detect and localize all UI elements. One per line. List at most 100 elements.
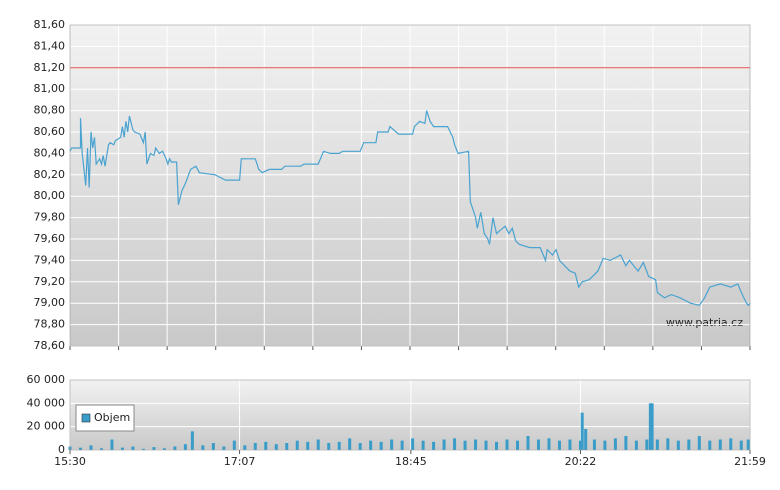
volume-bar xyxy=(120,447,124,450)
volume-bar xyxy=(348,438,352,450)
volume-bar xyxy=(655,439,659,450)
volume-bar xyxy=(729,438,733,450)
y-tick-label: 80,20 xyxy=(34,168,66,181)
volume-bar xyxy=(232,440,236,450)
legend-swatch xyxy=(81,413,91,423)
volume-bar xyxy=(211,443,215,450)
x-tick-label: 15:30 xyxy=(54,455,86,468)
y-tick-label: 79,00 xyxy=(34,296,66,309)
volume-bar xyxy=(89,445,93,450)
volume-bar xyxy=(421,440,425,450)
volume-bar xyxy=(708,440,712,450)
volume-bar xyxy=(243,445,247,450)
volume-bar xyxy=(739,440,743,450)
volume-bar xyxy=(274,444,278,450)
x-tick-label: 17:07 xyxy=(224,455,256,468)
volume-bar xyxy=(547,438,551,450)
volume-bar xyxy=(557,440,561,450)
volume-bar xyxy=(578,440,582,450)
volume-bar xyxy=(190,431,194,450)
volume-bar xyxy=(666,438,670,450)
y-tick-label: 81,40 xyxy=(34,39,66,52)
volume-bar xyxy=(152,447,156,450)
panel-frame xyxy=(69,379,751,451)
volume-bar xyxy=(442,439,446,450)
y-tick-label: 79,80 xyxy=(34,211,66,224)
volume-bar xyxy=(463,440,467,450)
volume-bar xyxy=(141,448,145,450)
volume-bar xyxy=(316,439,320,450)
volume-bar xyxy=(592,439,596,450)
volume-bar xyxy=(390,439,394,450)
x-tick-label: 18:45 xyxy=(395,455,427,468)
volume-bar xyxy=(697,436,701,450)
y-tick-label: 78,80 xyxy=(34,318,66,331)
volume-bar xyxy=(650,403,654,450)
y-tick-label: 40 000 xyxy=(27,396,66,409)
volume-bar xyxy=(516,440,520,450)
volume-bar xyxy=(453,438,457,450)
volume-bar xyxy=(568,439,572,450)
volume-bar xyxy=(676,440,680,450)
volume-bar xyxy=(162,448,166,450)
volume-bar xyxy=(358,443,362,450)
x-tick-label: 20:22 xyxy=(565,455,597,468)
volume-bar xyxy=(526,436,530,450)
y-tick-label: 81,60 xyxy=(34,18,66,31)
volume-bar xyxy=(400,440,404,450)
volume-bar xyxy=(327,443,331,450)
volume-bar xyxy=(295,440,299,450)
volume-bar xyxy=(584,429,588,450)
volume-bar xyxy=(131,446,135,450)
volume-bar xyxy=(495,441,499,450)
volume-bar xyxy=(78,447,82,450)
watermark: www.patria.cz xyxy=(666,316,743,329)
y-tick-label: 79,60 xyxy=(34,232,66,245)
volume-bar xyxy=(648,403,652,450)
legend-label: Objem xyxy=(94,411,130,424)
volume-bar xyxy=(484,440,488,450)
volume-bar xyxy=(718,439,722,450)
volume-bar xyxy=(264,441,268,450)
volume-bar xyxy=(603,440,607,450)
volume-bar xyxy=(222,446,226,450)
y-tick-label: 0 xyxy=(58,443,65,456)
y-tick-label: 79,40 xyxy=(34,253,66,266)
y-tick-label: 78,60 xyxy=(34,339,66,352)
y-tick-label: 60 000 xyxy=(27,373,66,386)
y-tick-label: 80,00 xyxy=(34,189,66,202)
volume-bar xyxy=(411,438,415,450)
volume-bar xyxy=(183,444,187,450)
volume-bar xyxy=(624,436,628,450)
y-tick-label: 20 000 xyxy=(27,420,66,433)
volume-bar xyxy=(505,439,509,450)
y-tick-label: 80,60 xyxy=(34,125,66,138)
volume-bar xyxy=(201,445,205,450)
volume-bar xyxy=(110,439,114,450)
y-tick-label: 80,40 xyxy=(34,146,66,159)
volume-bar xyxy=(613,438,617,450)
volume-bar xyxy=(285,443,289,450)
volume-bar xyxy=(337,441,341,450)
y-tick-label: 81,20 xyxy=(34,61,66,74)
panel-frame xyxy=(69,24,751,347)
y-tick-label: 81,00 xyxy=(34,82,66,95)
volume-bar xyxy=(474,439,478,450)
y-tick-label: 79,20 xyxy=(34,275,66,288)
price-vgrid xyxy=(118,25,702,346)
volume-bar xyxy=(687,439,691,450)
volume-bar xyxy=(580,412,584,450)
x-tick-label: 21:59 xyxy=(734,455,766,468)
volume-bar xyxy=(432,441,436,450)
volume-bar xyxy=(253,443,257,450)
volume-panel xyxy=(70,380,750,450)
volume-bar xyxy=(634,440,638,450)
volume-bar xyxy=(173,446,177,450)
volume-bar xyxy=(99,448,103,450)
volume-bar xyxy=(536,439,540,450)
volume-bar xyxy=(746,439,750,450)
volume-bar xyxy=(369,440,373,450)
price-line xyxy=(69,110,751,307)
volume-bar xyxy=(645,439,649,450)
